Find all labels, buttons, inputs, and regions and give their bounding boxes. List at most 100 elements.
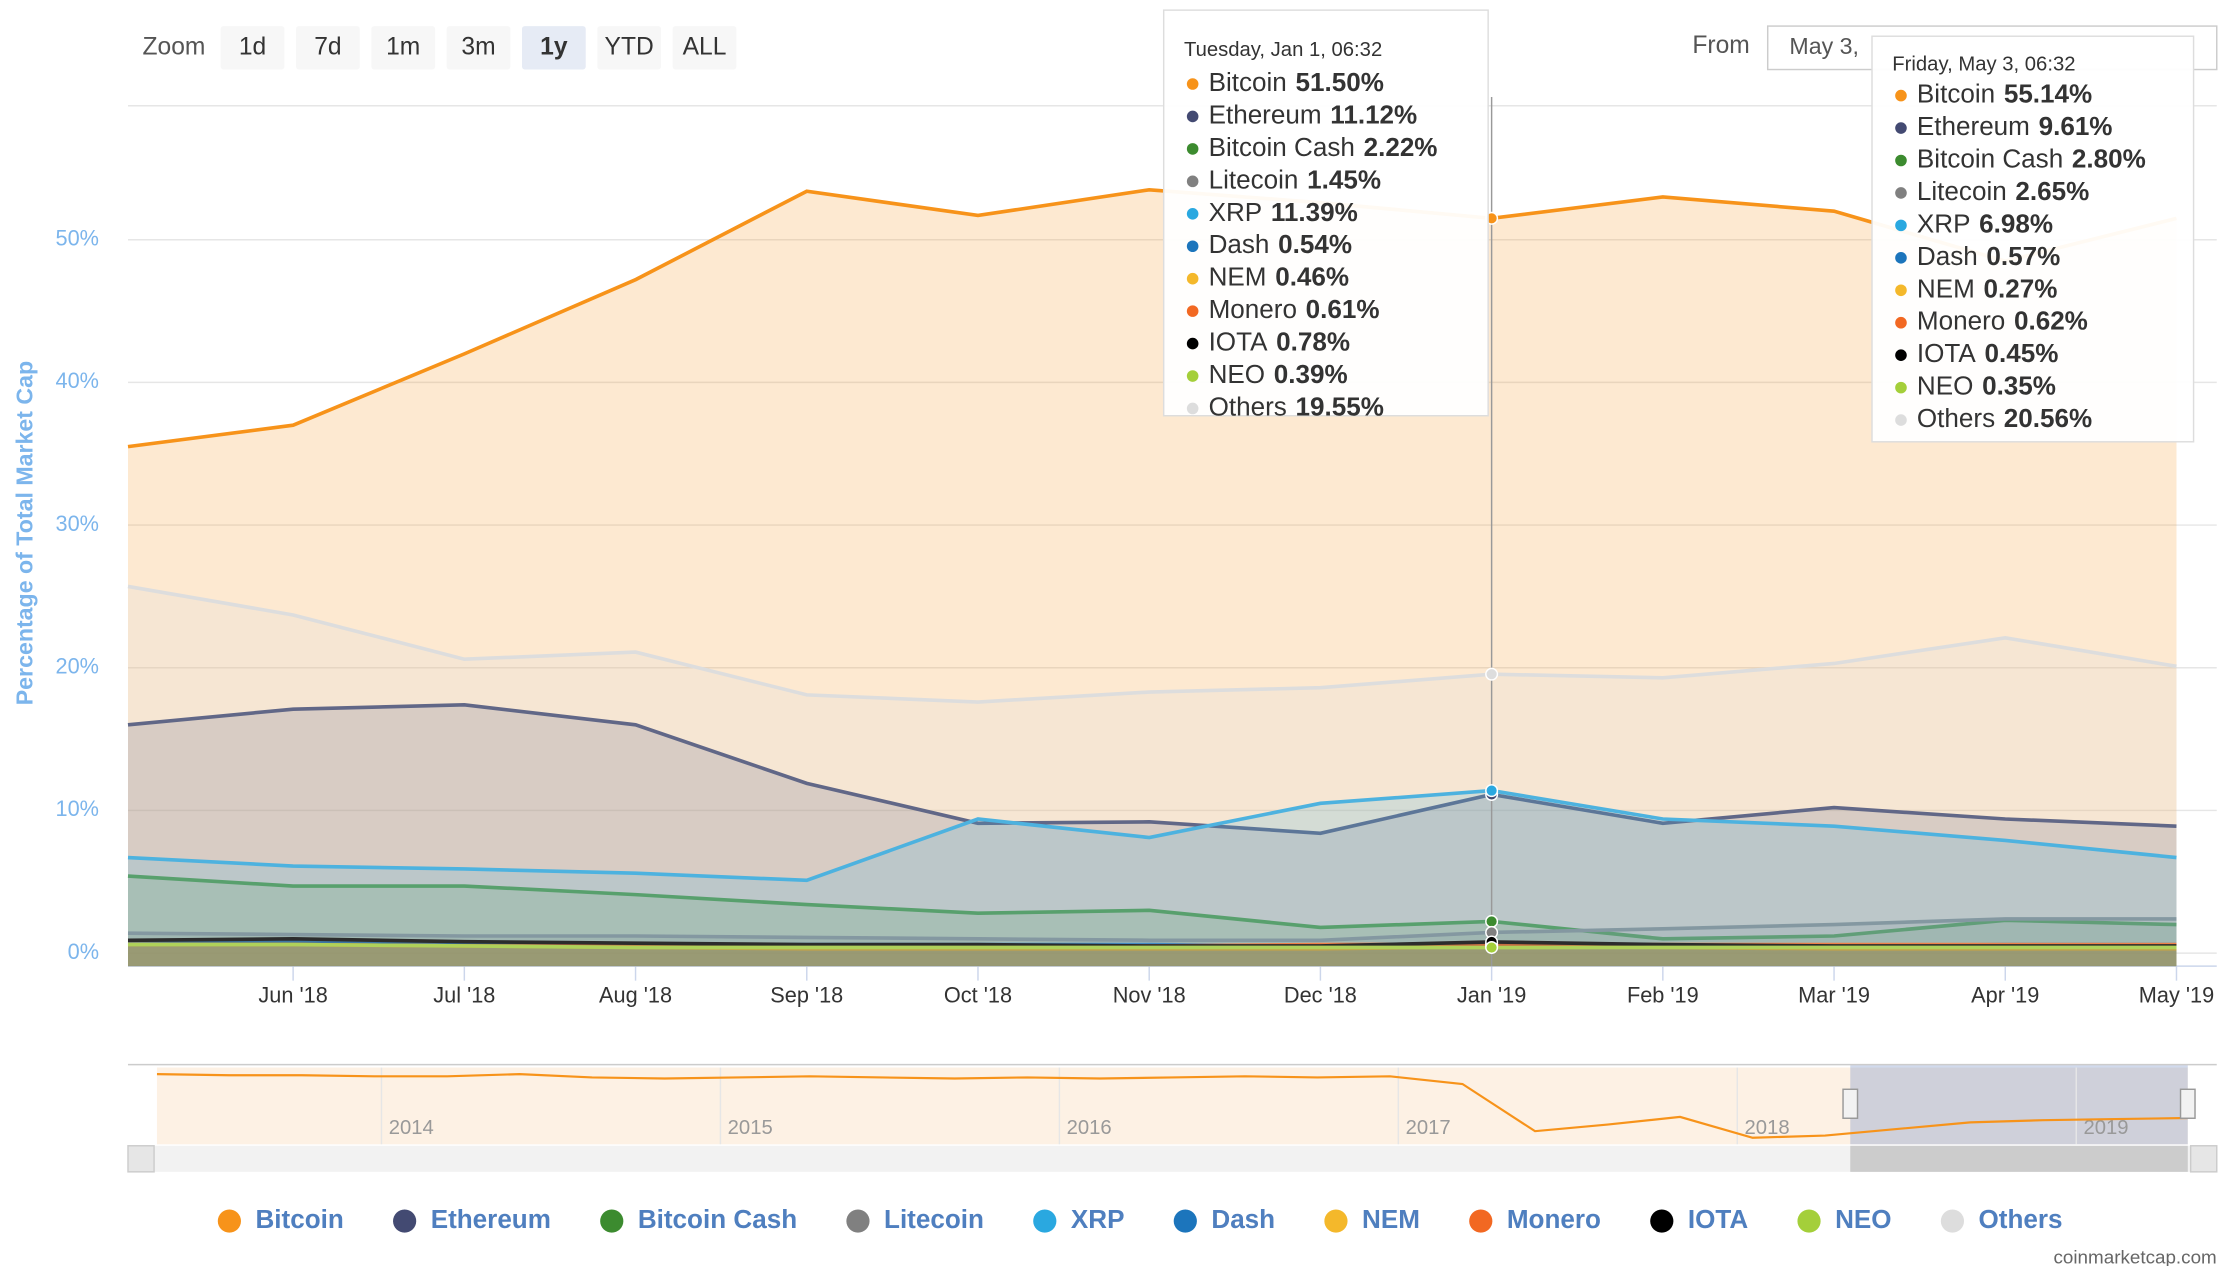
tooltip-dot: [1895, 316, 1907, 329]
tooltip-dot: [1186, 110, 1199, 123]
credit: coinmarketcap.com: [2053, 1247, 2216, 1266]
series-line: [127, 584, 2177, 704]
tooltip-dot: [1186, 305, 1199, 317]
navigator-tick-label: 2018: [1745, 1117, 1790, 1139]
tooltip-name: NEO: [1209, 359, 1265, 389]
series-area: [127, 944, 2177, 967]
tooltip-dot: [1186, 240, 1199, 253]
scroll-left[interactable]: [127, 1145, 155, 1173]
legend-dot[interactable]: [1797, 1209, 1821, 1233]
tooltip-value: 19.55%: [1295, 391, 1383, 421]
tooltip-name: Dash: [1917, 241, 1978, 271]
scroll-right[interactable]: [2189, 1145, 2218, 1173]
tooltip-name: Ethereum: [1209, 99, 1322, 129]
legend-dot[interactable]: [217, 1209, 241, 1233]
tooltip-value: 9.61%: [2039, 111, 2113, 141]
legend-dot[interactable]: [1469, 1209, 1493, 1233]
hover-marker: [1485, 914, 1499, 928]
zoom-button[interactable]: [597, 26, 662, 70]
tooltip-item: NEO 0.35%: [1917, 371, 2056, 401]
legend-dot[interactable]: [393, 1209, 417, 1233]
tooltip: Tuesday, Jan 1, 06:32 Bitcoin 51.50%Ethere…: [1162, 9, 1489, 421]
tooltip-item: Litecoin 2.65%: [1917, 176, 2089, 206]
legend-label[interactable]: Monero: [1507, 1204, 1601, 1234]
tooltip-dot: [1895, 349, 1907, 361]
legend-dot[interactable]: [600, 1209, 624, 1233]
tooltip-name: Litecoin: [1917, 176, 2007, 206]
legend-label[interactable]: Bitcoin Cash: [638, 1204, 797, 1234]
x-tick-label: Mar '19: [1798, 982, 1870, 1007]
legend-label[interactable]: Dash: [1211, 1204, 1275, 1234]
zoom-button[interactable]: [672, 26, 737, 70]
legend-label[interactable]: NEO: [1835, 1204, 1891, 1234]
legend-dot[interactable]: [846, 1209, 870, 1233]
zoom-button[interactable]: [371, 26, 436, 70]
zoom-button-label[interactable]: 3m: [461, 33, 495, 60]
tooltip-item: Monero 0.62%: [1917, 306, 2088, 336]
legend-label[interactable]: Others: [1979, 1204, 2063, 1234]
zoom-button-label[interactable]: 7d: [314, 33, 341, 60]
zoom-button-label[interactable]: 1y: [540, 33, 568, 60]
tooltip-name: Litecoin: [1209, 164, 1299, 194]
y-tick-label: 50%: [56, 225, 99, 250]
tooltip-value: 0.62%: [2014, 306, 2088, 336]
tooltip-value: 0.61%: [1306, 294, 1380, 324]
tooltip-item: Bitcoin 51.50%: [1209, 67, 1384, 97]
navigator-tick-label: 2017: [1406, 1117, 1451, 1139]
x-tick-label: Apr '19: [1971, 982, 2039, 1007]
tooltip-value: 2.80%: [2072, 143, 2146, 173]
tooltip-item: Litecoin 1.45%: [1209, 164, 1381, 194]
navigator-selection[interactable]: [1850, 1064, 2188, 1145]
tooltip-value: 11.39%: [1271, 197, 1358, 227]
tooltip-name: NEM: [1209, 262, 1267, 292]
legend-dot[interactable]: [1650, 1209, 1674, 1233]
zoom-button-label[interactable]: YTD: [605, 33, 654, 60]
tooltip-name: Bitcoin: [1209, 67, 1287, 97]
x-tick-label: Jun '18: [258, 982, 327, 1007]
navigator-handle[interactable]: [2179, 1088, 2196, 1119]
zoom-button-label[interactable]: 1m: [386, 33, 420, 60]
x-tick-label: Sep '18: [770, 982, 843, 1007]
series-line: [127, 942, 2177, 950]
tooltip-item: Bitcoin Cash 2.80%: [1917, 143, 2146, 173]
range-value[interactable]: May 3,: [1789, 33, 1859, 59]
legend-dot[interactable]: [1940, 1209, 1965, 1233]
zoom-label: Zoom: [142, 33, 205, 60]
legend-label[interactable]: Litecoin: [884, 1204, 984, 1234]
legend-label[interactable]: Bitcoin: [255, 1204, 343, 1234]
tooltip-item: Dash 0.57%: [1917, 241, 2060, 271]
zoom-button[interactable]: [446, 26, 511, 70]
tooltip-value: 0.78%: [1276, 326, 1350, 356]
zoom-button[interactable]: [521, 26, 586, 70]
legend-label[interactable]: Ethereum: [431, 1204, 551, 1234]
tooltip-dot: [1895, 414, 1907, 426]
navigator-handle[interactable]: [1842, 1088, 1859, 1119]
legend-dot[interactable]: [1173, 1209, 1197, 1233]
tooltip-item: Others 19.55%: [1209, 391, 1384, 421]
tooltip-name: Bitcoin Cash: [1917, 143, 2063, 173]
tooltip-value: 0.35%: [1982, 371, 2056, 401]
legend-dot[interactable]: [1324, 1209, 1348, 1233]
tooltip-name: NEO: [1917, 371, 1973, 401]
series-area: [127, 944, 2177, 967]
legend-label[interactable]: XRP: [1071, 1204, 1125, 1234]
legend-label[interactable]: IOTA: [1688, 1204, 1748, 1234]
tooltip-value: 20.56%: [2004, 403, 2092, 433]
tooltip-value: 0.54%: [1278, 229, 1352, 259]
zoom-button[interactable]: [296, 26, 360, 70]
legend-label[interactable]: NEM: [1362, 1204, 1420, 1234]
zoom-button-label[interactable]: 1d: [239, 33, 266, 60]
scrollbar-thumb[interactable]: [1850, 1145, 2188, 1172]
tooltip-name: Others: [1917, 403, 1995, 433]
series-line: [127, 788, 2177, 883]
tooltip-dot: [1895, 89, 1907, 102]
tooltip-value: 0.45%: [1984, 338, 2058, 368]
x-tick-label: Dec '18: [1284, 982, 1357, 1007]
legend-dot[interactable]: [1033, 1209, 1057, 1233]
zoom-button-label[interactable]: ALL: [683, 33, 727, 60]
series-line: [127, 874, 2177, 941]
series-area: [127, 790, 2177, 967]
tooltip-value: 0.46%: [1275, 262, 1349, 292]
zoom-button[interactable]: [220, 26, 285, 70]
tooltip-dot: [1186, 337, 1199, 350]
